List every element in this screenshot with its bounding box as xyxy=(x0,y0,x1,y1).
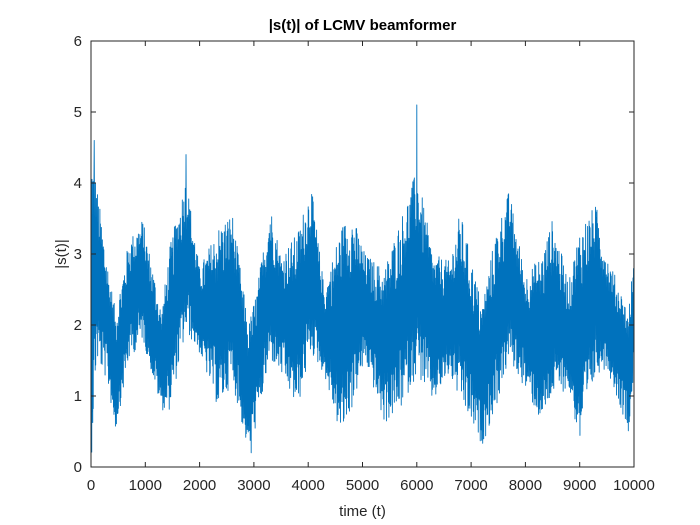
y-tick-label: 2 xyxy=(74,317,82,334)
x-tick-label: 7000 xyxy=(454,477,487,494)
y-tick-label: 3 xyxy=(74,246,82,263)
x-tick-label: 0 xyxy=(87,477,95,494)
y-tick-label: 4 xyxy=(74,175,82,192)
y-tick-label: 0 xyxy=(74,459,82,476)
chart-title: |s(t)| of LCMV beamformer xyxy=(269,17,457,34)
x-tick-label: 2000 xyxy=(183,477,216,494)
x-tick-label: 6000 xyxy=(400,477,433,494)
series-layer xyxy=(90,104,635,454)
y-axis: 0 1 2 3 4 5 6 xyxy=(74,33,634,476)
y-tick-label: 1 xyxy=(74,388,82,405)
x-tick-label: 5000 xyxy=(346,477,379,494)
x-tick-label: 10000 xyxy=(613,477,655,494)
x-axis-label: time (t) xyxy=(339,503,386,520)
y-axis-label: |s(t)| xyxy=(53,239,70,268)
x-axis: 0 1000 2000 3000 4000 5000 6000 7000 8000 9000 100… xyxy=(87,41,655,494)
signal-line xyxy=(90,104,635,454)
x-tick-label: 3000 xyxy=(237,477,270,494)
y-tick-label: 6 xyxy=(74,33,82,50)
x-tick-label: 8000 xyxy=(509,477,542,494)
y-tick-label: 5 xyxy=(74,104,82,121)
x-tick-label: 4000 xyxy=(292,477,325,494)
x-tick-label: 9000 xyxy=(563,477,596,494)
x-tick-label: 1000 xyxy=(129,477,162,494)
